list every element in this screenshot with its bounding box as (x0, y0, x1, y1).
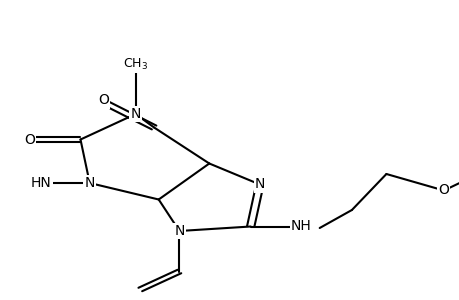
Text: NH: NH (290, 220, 311, 233)
Text: N: N (174, 224, 184, 238)
Text: O: O (437, 184, 448, 197)
Text: N: N (84, 176, 95, 190)
Text: HN: HN (31, 176, 52, 190)
Text: N: N (130, 107, 140, 121)
Text: O: O (24, 133, 35, 146)
Text: CH$_3$: CH$_3$ (123, 57, 148, 72)
Text: O: O (98, 94, 109, 107)
Text: N: N (254, 178, 264, 191)
